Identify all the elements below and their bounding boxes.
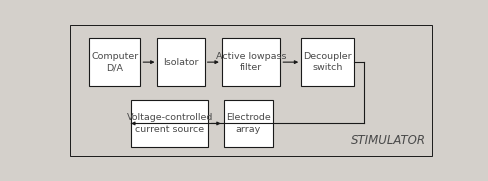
Text: Electrode
array: Electrode array (226, 113, 270, 134)
Bar (89, 38, 141, 86)
Text: Isolator: Isolator (163, 58, 199, 67)
Bar (301, 38, 354, 86)
Text: STIMULATOR: STIMULATOR (351, 134, 426, 147)
Bar (222, 38, 280, 86)
Text: Voltage-controlled
current source: Voltage-controlled current source (126, 113, 213, 134)
Text: Computer
D/A: Computer D/A (91, 52, 139, 72)
Bar (224, 100, 273, 147)
Bar (131, 100, 208, 147)
Text: Decoupler
switch: Decoupler switch (304, 52, 352, 72)
Text: Active lowpass
filter: Active lowpass filter (216, 52, 286, 72)
Bar (158, 38, 205, 86)
